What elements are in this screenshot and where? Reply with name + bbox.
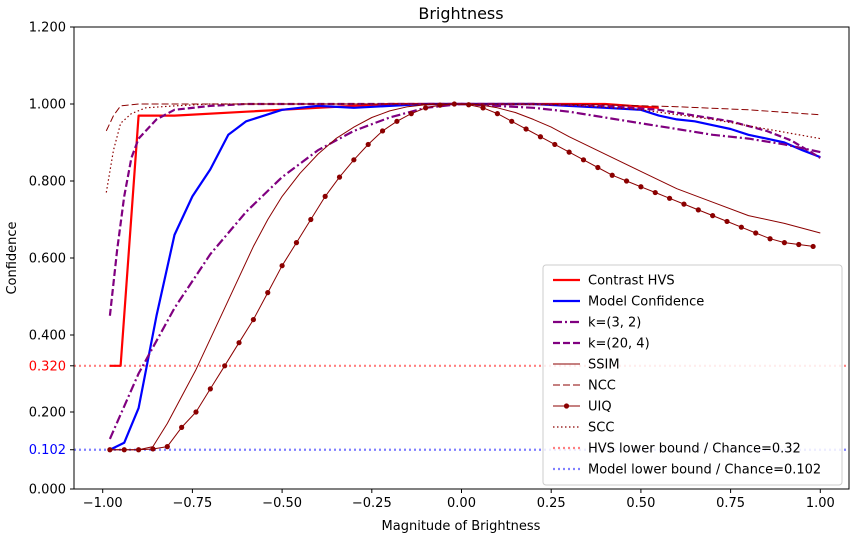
- chart-title: Brightness: [418, 4, 503, 23]
- uiq-point: [724, 218, 730, 225]
- x-tick-label: 0.00: [447, 496, 476, 511]
- uiq-point: [810, 243, 816, 250]
- y-tick-label: 0.320: [29, 359, 66, 374]
- uiq-point: [279, 263, 285, 269]
- legend-label: SCC: [588, 421, 614, 436]
- x-tick-label: −1.00: [83, 496, 123, 511]
- uiq-point: [250, 317, 256, 323]
- legend-label: Contrast HVS: [588, 274, 675, 289]
- uiq-point: [379, 128, 386, 134]
- x-tick-label: 0.50: [626, 496, 655, 511]
- uiq-point: [293, 240, 300, 246]
- uiq-point: [365, 141, 371, 148]
- uiq-point: [781, 240, 788, 246]
- uiq-point: [523, 126, 529, 132]
- uiq-point: [408, 111, 414, 117]
- uiq-point: [595, 164, 601, 171]
- uiq-point: [580, 157, 587, 163]
- uiq-point: [753, 230, 759, 236]
- y-tick-label: 0.800: [29, 175, 66, 190]
- uiq-point: [121, 447, 127, 453]
- uiq-point: [509, 118, 515, 124]
- uiq-point: [638, 184, 644, 190]
- uiq-point: [537, 134, 544, 140]
- uiq-point: [566, 149, 572, 155]
- uiq-point: [351, 157, 357, 163]
- uiq-point: [652, 189, 658, 196]
- y-tick-label: 0.200: [29, 406, 66, 421]
- uiq-point: [394, 118, 400, 124]
- x-tick-label: 0.25: [537, 496, 566, 511]
- uiq-point: [179, 424, 185, 430]
- x-tick-label: −0.25: [352, 496, 392, 511]
- uiq-point: [552, 141, 558, 148]
- uiq-point: [796, 241, 802, 248]
- legend-label: HVS lower bound / Chance=0.32: [588, 442, 801, 457]
- uiq-point: [322, 193, 328, 199]
- y-tick-label: 0.102: [29, 443, 66, 458]
- legend-box: [542, 264, 843, 486]
- uiq-point: [609, 172, 615, 178]
- uiq-point: [695, 207, 701, 213]
- series-line-4: [109, 103, 821, 451]
- x-tick-label: 1.00: [806, 496, 835, 511]
- uiq-point: [222, 363, 228, 369]
- legend-marker: [563, 403, 570, 409]
- uiq-point: [466, 102, 472, 108]
- uiq-point: [667, 195, 673, 201]
- x-tick-label: −0.75: [172, 496, 212, 511]
- uiq-point: [135, 447, 142, 453]
- uiq-point: [623, 178, 630, 184]
- legend-label: k=(3, 2): [588, 316, 641, 331]
- uiq-point: [767, 236, 773, 242]
- legend-label: NCC: [588, 379, 616, 394]
- uiq-point: [193, 409, 199, 415]
- uiq-point: [236, 340, 242, 346]
- y-tick-label: 0.000: [29, 483, 66, 498]
- uiq-point: [681, 201, 687, 207]
- legend-label: UIQ: [588, 400, 612, 415]
- uiq-point: [494, 111, 500, 117]
- legend: Contrast HVS Model Confidence k=(3, 2) k=(2…: [542, 264, 843, 486]
- uiq-point: [480, 105, 486, 111]
- uiq-point: [164, 444, 170, 450]
- legend-label: k=(20, 4): [588, 337, 650, 352]
- uiq-point: [710, 213, 716, 219]
- legend-label: Model lower bound / Chance=0.102: [588, 463, 821, 478]
- legend-label: SSIM: [588, 358, 620, 373]
- x-tick-label: 0.75: [716, 496, 745, 511]
- y-tick-label: 0.600: [29, 252, 66, 267]
- uiq-point: [336, 174, 343, 180]
- y-tick-label: 1.200: [29, 21, 66, 36]
- x-tick-label: −0.50: [262, 496, 302, 511]
- series-line-7: [105, 103, 821, 193]
- y-tick-label: 1.000: [29, 98, 66, 113]
- y-axis-title: Confidence: [5, 221, 20, 294]
- uiq-point: [265, 290, 271, 296]
- uiq-point: [423, 105, 429, 111]
- x-axis-ticks: −1.00 −0.75 −0.50 −0.25 0.00 0.25 0.50 0.75 1.00: [83, 489, 835, 511]
- y-tick-label: 0.400: [29, 329, 66, 344]
- uiq-point: [207, 386, 213, 392]
- uiq-point: [150, 446, 156, 452]
- uiq-point: [437, 102, 443, 108]
- y-axis-ticks: 0.000 0.102 0.200 0.320 0.400 0.600 0.800 1.000…: [29, 21, 74, 498]
- uiq-point: [107, 447, 113, 453]
- legend-label: Model Confidence: [588, 295, 704, 310]
- uiq-point: [308, 216, 314, 223]
- uiq-point: [738, 224, 744, 230]
- x-axis-title: Magnitude of Brightness: [382, 519, 541, 534]
